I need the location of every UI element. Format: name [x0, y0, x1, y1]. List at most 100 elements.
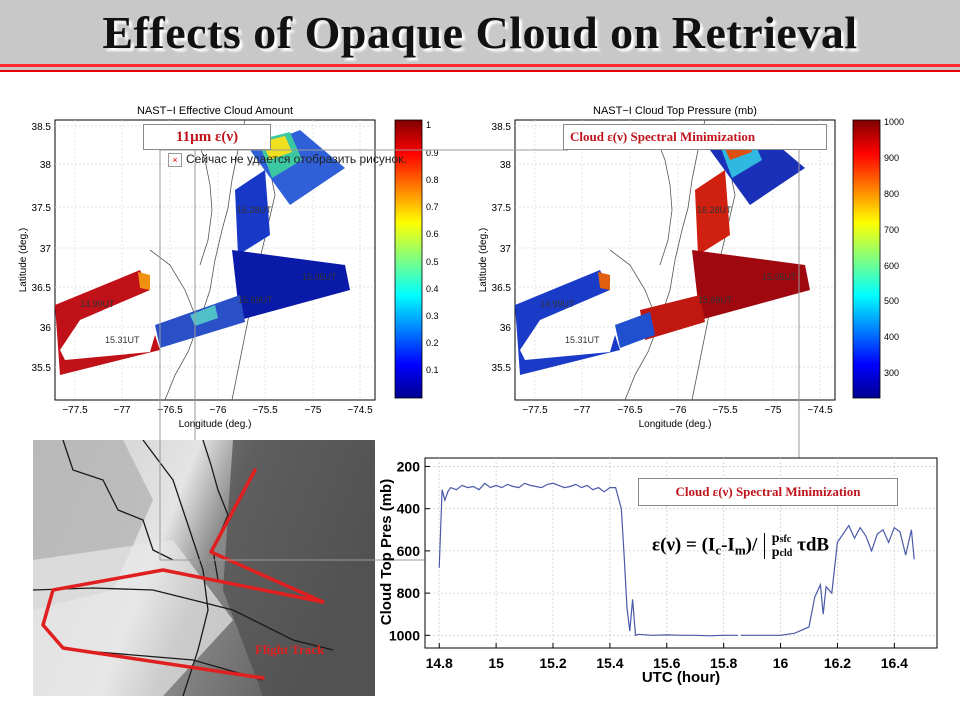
map-right-colorbar: [852, 119, 881, 399]
chart-ytick-label: 800: [397, 585, 421, 601]
svg-text:0.6: 0.6: [426, 229, 439, 239]
track-label: 14.99UT: [80, 299, 115, 309]
map-left-colorbar-ticks: 1 0.9 0.8 0.7 0.6 0.5 0.4 0.3 0.2 0.1: [426, 120, 439, 375]
chart-yticks: 200 400 600 800 1000: [389, 458, 430, 643]
chart-xticks: 14.8 15 15.2 15.4 15.6 15.8 16 16.2 16.4: [426, 643, 908, 671]
svg-text:−74.5: −74.5: [807, 405, 833, 416]
svg-text:−77: −77: [114, 405, 131, 416]
svg-text:−76.5: −76.5: [617, 405, 643, 416]
chart-ytick-label: 200: [397, 458, 421, 474]
svg-text:−76.5: −76.5: [157, 405, 183, 416]
chart-xtick-label: 15.2: [539, 655, 566, 671]
svg-text:1000: 1000: [884, 117, 904, 127]
svg-text:600: 600: [884, 261, 899, 271]
satellite-image: [33, 440, 375, 696]
map-left-track-labels: 14.99UT 15.31UT 15.69UT 15.95UT 16.28UT: [80, 205, 337, 345]
title-bar: Effects of Opaque Cloud on Retrieval: [0, 0, 960, 72]
svg-text:0.1: 0.1: [426, 365, 439, 375]
svg-text:800: 800: [884, 189, 899, 199]
track-label: 15.69UT: [698, 295, 733, 305]
track-label: 15.69UT: [238, 295, 273, 305]
title-rule-lower: [0, 70, 960, 72]
map-right-title: NAST−I Cloud Top Pressure (mb): [593, 105, 757, 117]
svg-text:36: 36: [40, 323, 52, 334]
chart-xtick-label: 15: [488, 655, 504, 671]
chart-series-line: [740, 524, 915, 636]
svg-text:1: 1: [426, 120, 431, 130]
map-left-xticks: −77.5 −77 −76.5 −76 −75.5 −75 −74.5: [62, 405, 373, 416]
svg-text:0.9: 0.9: [426, 148, 439, 158]
svg-text:0.2: 0.2: [426, 338, 439, 348]
flight-track-label: Flight Track: [255, 642, 325, 657]
svg-text:37: 37: [40, 244, 52, 255]
svg-text:700: 700: [884, 225, 899, 235]
svg-text:−75.5: −75.5: [252, 405, 278, 416]
svg-text:−74.5: −74.5: [347, 405, 373, 416]
svg-text:−77.5: −77.5: [522, 405, 548, 416]
emissivity-formula: ε(ν) = (Ic-Im)/ psfc pcld τdB: [652, 531, 830, 560]
svg-text:38: 38: [500, 160, 512, 171]
track-label: 14.99UT: [540, 299, 575, 309]
svg-text:37: 37: [500, 244, 512, 255]
svg-text:400: 400: [884, 332, 899, 342]
svg-text:38.5: 38.5: [32, 122, 52, 133]
track-label: 15.31UT: [105, 335, 140, 345]
svg-text:900: 900: [884, 153, 899, 163]
chart-xtick-label: 16.2: [824, 655, 851, 671]
spectral-min-top-box: Cloud ε(ν) Spectral Minimization: [563, 124, 827, 150]
spectral-min-bottom-box: Cloud ε(ν) Spectral Minimization: [638, 478, 898, 506]
svg-text:38.5: 38.5: [492, 122, 512, 133]
svg-text:35.5: 35.5: [32, 363, 52, 374]
svg-text:−76: −76: [210, 405, 227, 416]
svg-text:−76: −76: [670, 405, 687, 416]
chart-series-line: [438, 482, 738, 637]
integral-limits: psfc pcld: [771, 531, 793, 560]
svg-text:300: 300: [884, 368, 899, 378]
map-left-title: NAST−I Effective Cloud Amount: [137, 105, 293, 117]
chart-ylabel: Cloud Top Pres (mb): [378, 479, 395, 625]
chart-series: [438, 482, 915, 637]
label-11um-box: 11µm ε(ν): [143, 124, 271, 150]
map-right-colorbar-ticks: 1000 900 800 700 600 500 400 300: [884, 117, 904, 378]
chart-xtick-label: 15.4: [596, 655, 623, 671]
chart-ytick-label: 600: [397, 543, 421, 559]
svg-text:36.5: 36.5: [492, 283, 512, 294]
chart-ytick-label: 1000: [389, 627, 420, 643]
map-effective-cloud-amount: NAST−I Effective Cloud Amount 14.99UT 15…: [18, 105, 439, 430]
map-left-cloud-track: [55, 130, 350, 375]
svg-text:−75.5: −75.5: [712, 405, 738, 416]
chart-xtick-label: 15.6: [653, 655, 680, 671]
track-label: 15.95UT: [302, 272, 337, 282]
map-right-xlabel: Longitude (deg.): [639, 419, 712, 430]
title-rule: [0, 64, 960, 67]
svg-text:−77: −77: [574, 405, 591, 416]
chart-xtick-label: 16.4: [881, 655, 908, 671]
map-right-xticks: −77.5 −77 −76.5 −76 −75.5 −75 −74.5: [522, 405, 833, 416]
svg-text:0.4: 0.4: [426, 284, 439, 294]
track-label: 16.28UT: [697, 205, 732, 215]
chart-xtick-label: 15.8: [710, 655, 737, 671]
svg-text:0.3: 0.3: [426, 311, 439, 321]
track-label: 15.95UT: [762, 272, 797, 282]
slide-title: Effects of Opaque Cloud on Retrieval: [102, 7, 858, 58]
map-left-colorbar: [394, 119, 423, 399]
svg-text:−75: −75: [765, 405, 782, 416]
chart-xtick-label: 16: [773, 655, 789, 671]
map-right-track-labels: 14.99UT 15.31UT 15.69UT 15.95UT 16.28UT: [540, 205, 797, 345]
svg-text:37.5: 37.5: [492, 203, 512, 214]
svg-text:−77.5: −77.5: [62, 405, 88, 416]
svg-text:37.5: 37.5: [32, 203, 52, 214]
map-right-ylabel: Latitude (deg.): [478, 228, 489, 293]
svg-text:500: 500: [884, 296, 899, 306]
svg-text:−75: −75: [305, 405, 322, 416]
chart-xtick-label: 14.8: [426, 655, 453, 671]
image-error-popup: × Сейчас не удается отобразить рисунок.: [168, 152, 407, 170]
popup-text: Сейчас не удается отобразить рисунок.: [186, 152, 407, 166]
chart-ytick-label: 400: [397, 501, 421, 517]
svg-text:35.5: 35.5: [492, 363, 512, 374]
track-label: 16.28UT: [237, 205, 272, 215]
svg-text:38: 38: [40, 160, 52, 171]
map-left-xlabel: Longitude (deg.): [179, 419, 252, 430]
svg-text:36: 36: [500, 323, 512, 334]
svg-text:36.5: 36.5: [32, 283, 52, 294]
